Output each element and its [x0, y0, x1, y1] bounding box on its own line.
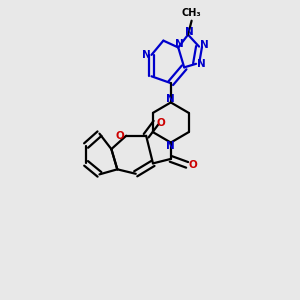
Text: N: N	[197, 59, 206, 69]
Text: N: N	[185, 27, 194, 37]
Text: N: N	[167, 94, 175, 104]
Text: N: N	[167, 140, 175, 151]
Text: O: O	[188, 160, 197, 170]
Text: N: N	[200, 40, 209, 50]
Text: O: O	[157, 118, 166, 128]
Text: N: N	[142, 50, 151, 60]
Text: O: O	[116, 131, 125, 141]
Text: CH₃: CH₃	[182, 8, 201, 18]
Text: N: N	[175, 40, 184, 50]
